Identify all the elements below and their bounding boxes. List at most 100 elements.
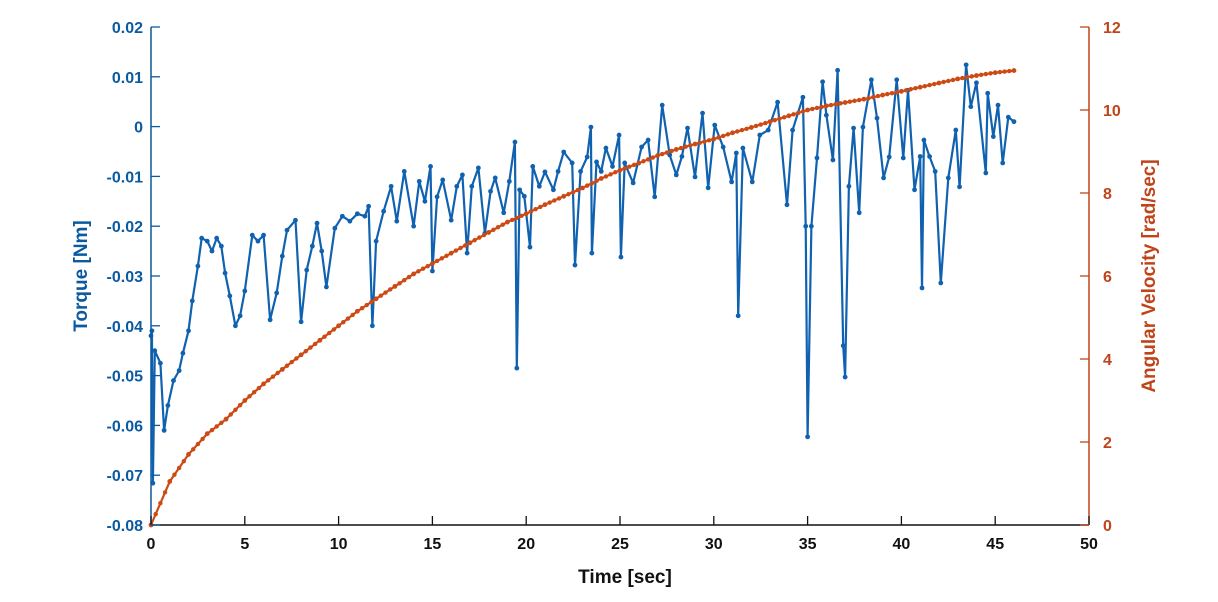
velocity-marker <box>660 151 665 157</box>
torque-data-point <box>517 187 523 193</box>
velocity-data-point <box>242 398 248 403</box>
axes-layer: 0 5 10 15 20 25 30 35 40 45 50-0.08-0.07-0.06-0.05… <box>107 20 1121 553</box>
x-tick-label: 35 <box>799 536 817 553</box>
velocity-data-point <box>936 80 942 86</box>
torque-data-point <box>394 218 400 224</box>
torque-data-point <box>176 368 182 374</box>
velocity-marker <box>932 81 937 87</box>
velocity-marker <box>538 204 543 210</box>
torque-data-point <box>209 248 215 254</box>
velocity-marker <box>425 263 430 269</box>
right-y-tick-label: 4 <box>1103 352 1112 369</box>
torque-data-point <box>514 365 520 371</box>
velocity-marker <box>200 436 205 442</box>
torque-data-point <box>460 172 465 178</box>
torque-data-point <box>894 77 900 83</box>
velocity-marker <box>463 243 468 248</box>
torque-data-point <box>430 268 435 274</box>
torque-data-point <box>186 328 191 334</box>
velocity-marker <box>547 200 552 205</box>
torque-data-point <box>990 134 996 139</box>
velocity-data-point <box>655 153 660 159</box>
torque-data-point <box>588 124 594 130</box>
velocity-marker <box>439 256 444 261</box>
velocity-marker <box>875 93 881 99</box>
series-layer <box>148 62 1017 528</box>
velocity-marker <box>678 145 684 151</box>
velocity-marker <box>420 266 426 271</box>
velocity-data-point <box>955 76 961 82</box>
left-y-tick-label: -0.08 <box>107 518 144 535</box>
velocity-marker <box>533 206 538 212</box>
velocity-data-point <box>580 185 585 191</box>
torque-data-point <box>304 267 310 273</box>
velocity-data-point <box>692 141 698 147</box>
torque-data-point <box>267 317 273 323</box>
torque-data-point <box>293 217 298 223</box>
velocity-marker <box>603 174 609 179</box>
torque-data-point <box>199 235 205 241</box>
torque-data-point <box>527 244 533 250</box>
velocity-marker <box>158 501 163 506</box>
torque-data-point <box>995 102 1001 108</box>
velocity-marker <box>181 458 187 464</box>
torque-data-point <box>255 238 261 244</box>
velocity-marker <box>500 222 505 227</box>
torque-data-point <box>803 223 809 229</box>
velocity-marker <box>725 132 731 137</box>
torque-data-point <box>165 403 171 408</box>
x-tick-label: 10 <box>330 536 348 553</box>
velocity-marker <box>866 95 871 101</box>
velocity-marker <box>270 374 276 379</box>
left-y-tick-label: 0 <box>134 120 143 137</box>
torque-data-point <box>157 360 163 366</box>
velocity-marker <box>908 87 913 92</box>
velocity-marker <box>350 312 355 318</box>
torque-data-point <box>475 165 481 171</box>
torque-data-point <box>874 115 880 121</box>
x-tick-label: 30 <box>705 536 723 553</box>
torque-data-point <box>860 124 866 130</box>
velocity-marker <box>575 187 580 193</box>
torque-data-point <box>454 183 460 189</box>
velocity-marker <box>251 390 257 395</box>
velocity-marker <box>903 88 909 93</box>
velocity-data-point <box>730 130 735 136</box>
velocity-data-point <box>392 283 398 289</box>
velocity-marker <box>1007 68 1012 74</box>
velocity-marker <box>856 97 862 103</box>
torque-data-point <box>569 160 575 166</box>
x-tick-label: 0 <box>147 536 156 553</box>
velocity-marker <box>852 98 857 104</box>
left-y-tick-label: -0.06 <box>107 418 144 435</box>
torque-data-point <box>729 179 735 185</box>
torque-data-point <box>261 232 266 238</box>
velocity-marker <box>308 345 313 350</box>
velocity-data-point <box>880 92 886 98</box>
velocity-marker <box>631 162 637 168</box>
torque-data-point <box>645 137 651 143</box>
velocity-marker <box>570 189 576 195</box>
velocity-marker <box>453 248 459 253</box>
velocity-data-point <box>1011 68 1017 73</box>
x-tick-label: 20 <box>517 536 535 553</box>
torque-data-point <box>242 288 248 294</box>
torque-data-point <box>900 155 906 161</box>
velocity-marker <box>913 86 918 91</box>
velocity-marker <box>341 319 346 325</box>
torque-data-point <box>814 155 820 161</box>
torque-data-point <box>416 178 422 184</box>
torque-data-point <box>411 223 417 229</box>
velocity-marker <box>383 290 388 295</box>
velocity-marker <box>416 269 421 274</box>
torque-data-point <box>652 194 658 200</box>
velocity-marker <box>303 349 308 354</box>
velocity-marker <box>800 109 806 114</box>
torque-data-point <box>1000 160 1006 166</box>
torque-data-point <box>332 225 338 231</box>
x-tick-label: 40 <box>893 536 911 553</box>
velocity-marker <box>819 104 824 110</box>
torque-data-point <box>927 154 932 159</box>
torque-data-point <box>366 203 372 209</box>
velocity-marker <box>753 123 759 129</box>
